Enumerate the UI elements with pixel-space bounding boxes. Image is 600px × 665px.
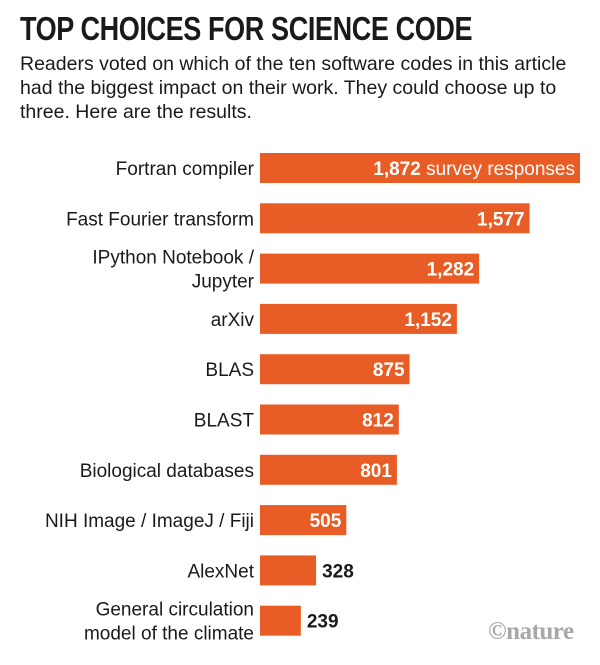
value-label: 505: [310, 511, 342, 532]
value-label: 801: [360, 461, 392, 482]
bar: [260, 505, 347, 536]
bar: [260, 454, 397, 485]
bar: [260, 404, 399, 435]
value-label: 875: [373, 360, 405, 381]
category-label: BLAST: [194, 411, 255, 432]
chart-title: TOP CHOICES FOR SCIENCE CODE: [20, 10, 473, 47]
category-label: General circulation: [96, 600, 254, 621]
category-label: IPython Notebook /: [92, 248, 254, 269]
value-label: 1,282: [427, 260, 475, 281]
category-label: AlexNet: [187, 561, 254, 582]
bar: [260, 354, 410, 385]
value-label: 812: [362, 411, 394, 432]
category-label: Fortran compiler: [116, 159, 255, 180]
bar: [260, 203, 530, 234]
value-label: 239: [307, 612, 339, 633]
category-label: BLAS: [205, 360, 254, 381]
bar: [260, 555, 317, 586]
nature-logo: ©nature: [488, 618, 574, 645]
value-label: 1,872 survey responses: [373, 159, 575, 180]
bar: [260, 153, 580, 183]
category-label: Biological databases: [80, 461, 254, 482]
category-label: NIH Image / ImageJ / Fiji: [45, 511, 254, 532]
bar: [260, 253, 480, 284]
category-label: Fast Fourier transform: [66, 209, 254, 230]
category-label: model of the climate: [84, 624, 254, 645]
bar: [260, 605, 301, 636]
category-label: Jupyter: [192, 272, 255, 293]
value-label: 328: [322, 561, 354, 582]
value-label: 1,152: [404, 310, 452, 331]
value-label: 1,577: [477, 209, 525, 230]
category-label: arXiv: [211, 310, 255, 331]
chart-subtitle: Readers voted on which of the ten softwa…: [20, 53, 567, 123]
bar: [260, 303, 457, 334]
